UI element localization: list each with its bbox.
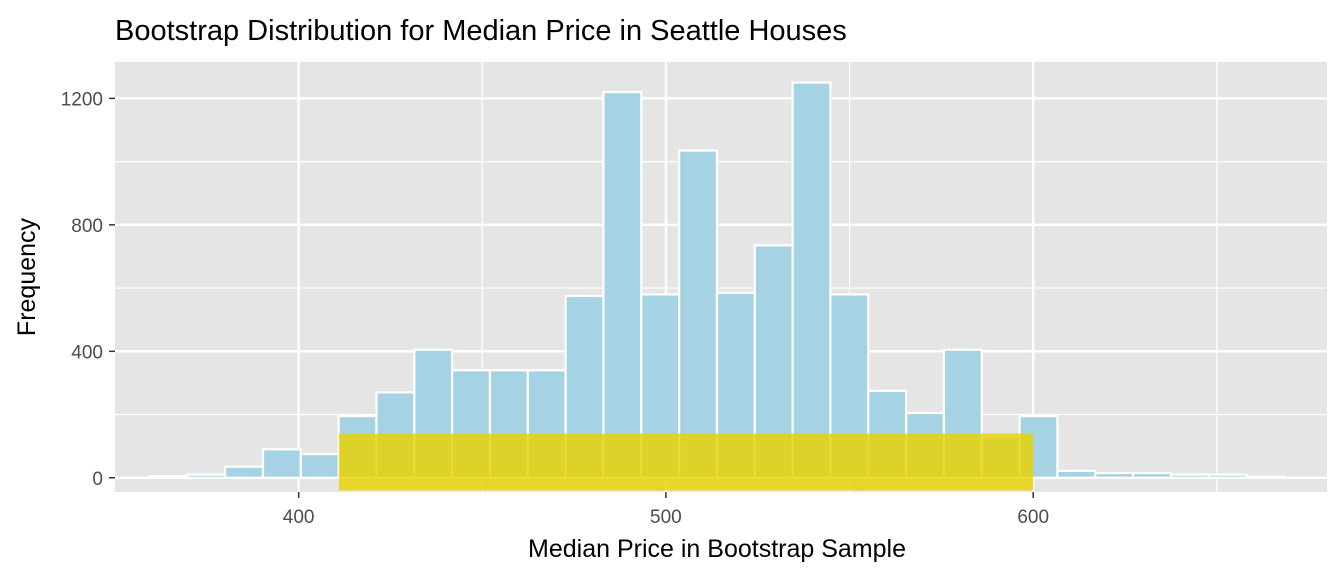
interval-highlight-rect xyxy=(339,433,1034,491)
x-axis-title: Median Price in Bootstrap Sample xyxy=(528,535,906,563)
y-tick-label: 400 xyxy=(71,342,103,363)
histogram-bar xyxy=(678,149,719,479)
y-tick-label: 0 xyxy=(92,469,103,490)
chart-title: Bootstrap Distribution for Median Price … xyxy=(115,15,847,47)
histogram-bar xyxy=(299,452,340,479)
histogram-bar xyxy=(1245,475,1286,479)
histogram-bar xyxy=(602,90,643,479)
histogram-bar xyxy=(1056,469,1097,479)
histogram-bar xyxy=(261,448,302,479)
y-tick-label: 1200 xyxy=(61,89,103,110)
histogram-bar xyxy=(1131,471,1173,479)
histogram-bar xyxy=(791,81,832,479)
histogram-bar xyxy=(1207,473,1248,479)
y-tick-label: 800 xyxy=(71,216,103,237)
y-axis-title: Frequency xyxy=(13,217,41,336)
x-tick-label: 600 xyxy=(1017,507,1049,528)
x-tick-label: 500 xyxy=(650,507,682,528)
x-axis: 400 500 600 xyxy=(283,492,1049,528)
interval-highlight-group xyxy=(339,433,1034,491)
y-axis: 0 400 800 1200 xyxy=(61,89,115,490)
histogram-bar xyxy=(1169,473,1210,479)
histogram-bar xyxy=(1094,471,1135,479)
histogram-bar xyxy=(148,475,189,479)
histogram-bar xyxy=(224,465,265,479)
histogram-bar xyxy=(186,473,227,479)
x-tick-label: 400 xyxy=(283,507,315,528)
